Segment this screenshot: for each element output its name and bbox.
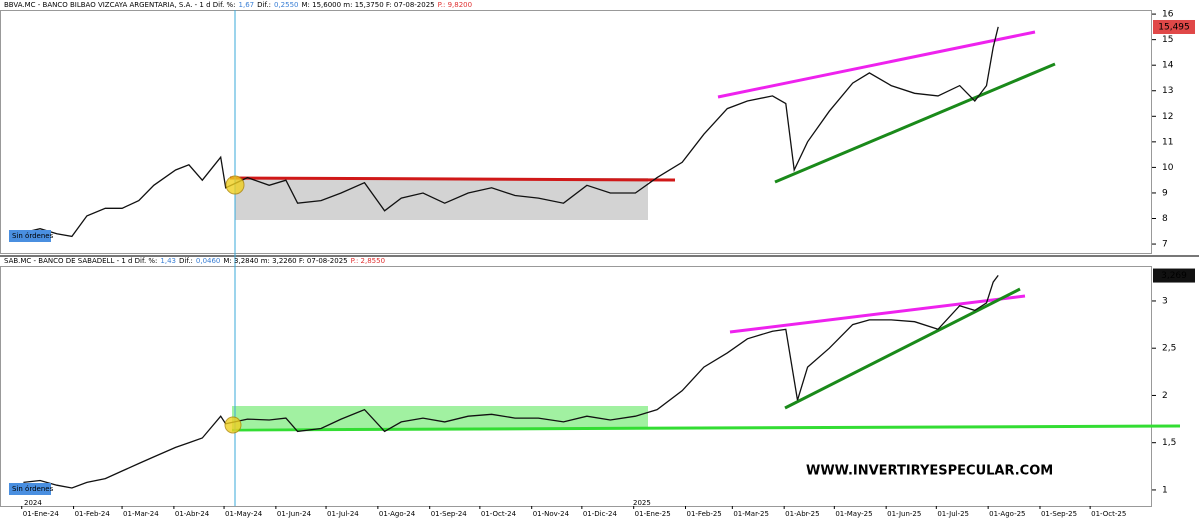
y-tick-label: 2,5 bbox=[1162, 344, 1176, 354]
header-segment: Dif.: bbox=[179, 257, 193, 265]
marker bbox=[225, 175, 245, 195]
price-line bbox=[23, 275, 999, 489]
last-price-label: 15,495 bbox=[1158, 22, 1190, 32]
y-tick-label: 12 bbox=[1162, 112, 1173, 122]
year-label: 2024 bbox=[24, 499, 42, 507]
marker bbox=[224, 416, 242, 434]
support-line bbox=[231, 424, 1181, 432]
price-line bbox=[23, 26, 999, 238]
range-box bbox=[235, 178, 648, 220]
x-tick-label: 01-May-24 bbox=[225, 510, 263, 518]
header-segment: P.: 2,8550 bbox=[351, 257, 385, 265]
x-tick-label: 01-Mar-25 bbox=[733, 510, 769, 518]
header-segment: 0,2550 bbox=[274, 1, 299, 9]
y-tick-label: 1,5 bbox=[1162, 438, 1176, 448]
x-tick-label: 01-Dic-24 bbox=[583, 510, 618, 518]
x-tick-label: 01-Ene-25 bbox=[635, 510, 671, 518]
x-tick-label: 01-Feb-25 bbox=[687, 510, 722, 518]
x-tick-label: 01-Jun-25 bbox=[887, 510, 921, 518]
y-tick-label: 3 bbox=[1162, 296, 1168, 306]
last-price-box bbox=[1153, 19, 1195, 34]
y-tick-label: 9 bbox=[1162, 188, 1168, 198]
header-segment: BBVA.MC - BANCO BILBAO VIZCAYA ARGENTARI… bbox=[4, 1, 236, 9]
y-tick-label: 1 bbox=[1162, 485, 1168, 495]
x-tick-label: 01-Ago-24 bbox=[379, 510, 416, 518]
status-label: Sin órdenes bbox=[12, 485, 54, 493]
x-tick-label: 01-May-25 bbox=[835, 510, 872, 518]
watermark: WWW.INVERTIRYESPECULAR.COM bbox=[806, 464, 1053, 479]
year-label: 2025 bbox=[633, 499, 651, 507]
header-segment: 1,43 bbox=[160, 257, 176, 265]
header-segment: Dif.: bbox=[257, 1, 271, 9]
status-box bbox=[9, 483, 51, 495]
x-tick-label: 01-Ago-25 bbox=[989, 510, 1025, 518]
x-tick-label: 01-Abr-24 bbox=[175, 510, 210, 518]
panel-frame bbox=[0, 266, 1152, 507]
x-tick-label: 01-Ene-24 bbox=[23, 510, 60, 518]
y-tick-label: 13 bbox=[1162, 86, 1173, 96]
x-tick-label: 01-Nov-24 bbox=[533, 510, 570, 518]
x-tick-label: 01-Jul-25 bbox=[937, 510, 969, 518]
lower-trend-line bbox=[784, 287, 1021, 410]
y-tick-label: 14 bbox=[1162, 61, 1174, 71]
x-tick-label: 01-Feb-24 bbox=[75, 510, 111, 518]
resistance-line bbox=[229, 176, 676, 182]
panel-header: BBVA.MC - BANCO BILBAO VIZCAYA ARGENTARI… bbox=[4, 1, 472, 9]
header-segment: 0,0460 bbox=[196, 257, 221, 265]
y-tick-label: 10 bbox=[1162, 163, 1174, 173]
y-tick-label: 8 bbox=[1162, 214, 1168, 224]
y-tick-label: 7 bbox=[1162, 240, 1168, 250]
x-tick-label: 01-Sep-24 bbox=[431, 510, 468, 518]
range-box bbox=[232, 406, 648, 428]
header-segment: SAB.MC - BANCO DE SABADELL - 1 d Dif. %: bbox=[4, 257, 157, 265]
x-tick-label: 01-Oct-25 bbox=[1091, 510, 1126, 518]
y-tick-label: 15 bbox=[1162, 35, 1173, 45]
y-tick-label: 2 bbox=[1162, 391, 1168, 401]
status-box bbox=[9, 230, 51, 242]
x-tick-label: 01-Jul-24 bbox=[327, 510, 359, 518]
header-segment: P.: 9,8200 bbox=[438, 1, 472, 9]
last-price-box bbox=[1153, 268, 1195, 283]
x-tick-label: 01-Mar-24 bbox=[123, 510, 159, 518]
x-tick-label: 01-Jun-24 bbox=[277, 510, 312, 518]
header-segment: M: 15,6000 m: 15,3750 F: 07-08-2025 bbox=[302, 1, 435, 9]
status-label: Sin órdenes bbox=[12, 232, 54, 240]
x-tick-label: 01-Abr-25 bbox=[785, 510, 819, 518]
panel-header: SAB.MC - BANCO DE SABADELL - 1 d Dif. %:… bbox=[4, 257, 385, 265]
lower-trend-line bbox=[774, 62, 1056, 184]
upper-trend-line bbox=[717, 30, 1036, 99]
x-tick-label: 01-Sep-25 bbox=[1041, 510, 1077, 518]
y-tick-label: 16 bbox=[1162, 10, 1174, 20]
y-tick-label: 11 bbox=[1162, 137, 1173, 147]
last-price-label: 3,269 bbox=[1161, 271, 1187, 281]
panel-frame bbox=[0, 10, 1152, 254]
header-segment: M: 3,2840 m: 3,2260 F: 07-08-2025 bbox=[223, 257, 347, 265]
header-segment: 1,67 bbox=[239, 1, 255, 9]
upper-trend-line bbox=[729, 294, 1026, 334]
x-tick-label: 01-Oct-24 bbox=[481, 510, 517, 518]
